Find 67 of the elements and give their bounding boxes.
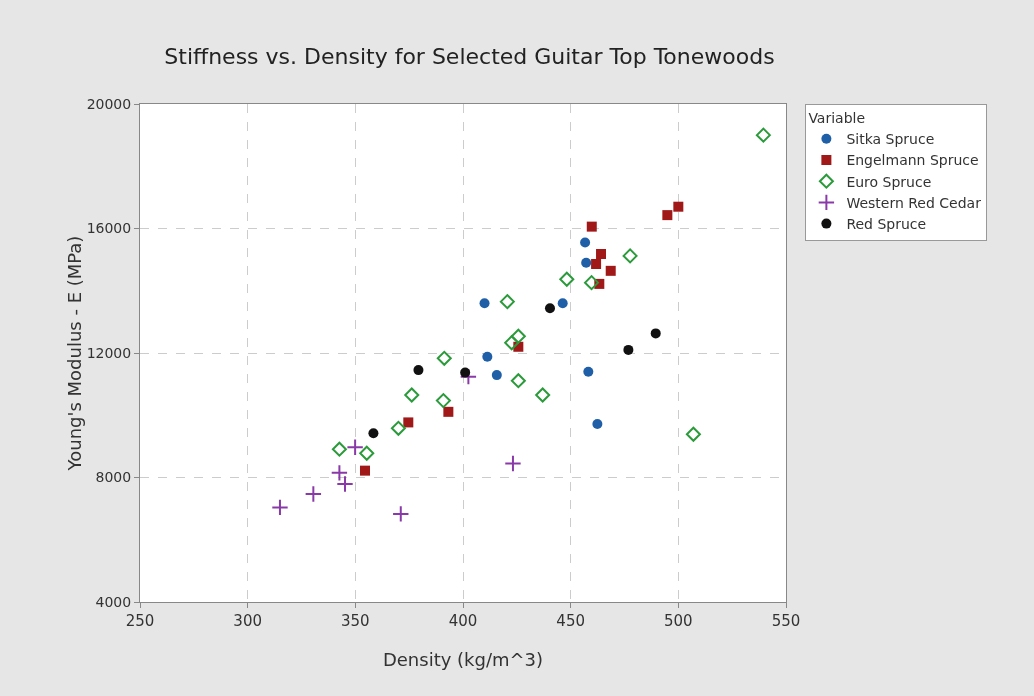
point — [581, 257, 592, 268]
y-tick-label: 12000 — [86, 344, 132, 361]
point — [336, 475, 354, 493]
point — [479, 298, 490, 309]
point — [650, 328, 661, 339]
point — [435, 393, 451, 409]
y-tick-label: 4000 — [95, 593, 132, 610]
point — [390, 420, 406, 436]
x-tick-label: 450 — [556, 612, 585, 630]
y-tick-label: 16000 — [86, 220, 132, 237]
point — [460, 367, 471, 378]
point — [605, 265, 616, 276]
point — [596, 249, 607, 260]
y-axis-title: Young's Modulus - E (MPa) — [63, 235, 85, 472]
point — [662, 210, 673, 221]
point — [368, 428, 379, 439]
legend-label: Red Spruce — [846, 216, 927, 233]
legend-label: Euro Spruce — [846, 173, 932, 190]
point — [584, 275, 600, 291]
y-tick-label: 20000 — [86, 95, 132, 112]
x-tick-label: 300 — [233, 612, 262, 630]
point — [331, 441, 347, 457]
point — [443, 406, 454, 417]
chart-title: Stiffness vs. Density for Selected Guitar Top Tonewoods — [164, 44, 775, 70]
point — [592, 418, 603, 429]
point — [271, 498, 289, 517]
point — [583, 366, 594, 377]
x-tick-label: 500 — [664, 612, 693, 630]
point — [510, 373, 526, 389]
point — [504, 335, 520, 351]
x-tick-label: 350 — [341, 612, 370, 630]
x-tick-label: 400 — [448, 612, 478, 630]
point — [499, 294, 515, 310]
point — [557, 298, 568, 309]
point — [673, 201, 684, 212]
point — [436, 350, 452, 366]
point — [403, 417, 414, 428]
point — [544, 303, 555, 314]
point — [559, 271, 575, 287]
point — [685, 426, 701, 442]
x-tick-label: 250 — [125, 612, 155, 630]
point — [591, 258, 602, 269]
point — [623, 344, 634, 355]
x-axis-title: Density (kg/m^3) — [382, 649, 544, 670]
point — [346, 438, 364, 457]
y-tick-label: 8000 — [95, 469, 132, 486]
legend-label: Engelmann Spruce — [846, 152, 979, 169]
point — [392, 505, 410, 523]
point — [404, 387, 420, 403]
point — [482, 351, 493, 362]
point — [755, 127, 771, 143]
legend-label: Sitka Spruce — [846, 131, 935, 148]
point — [304, 485, 323, 503]
point — [491, 370, 502, 381]
point — [586, 221, 597, 232]
point — [580, 237, 591, 248]
point — [622, 248, 638, 264]
legend-title: Variable — [808, 110, 866, 127]
point — [510, 328, 526, 344]
point — [413, 365, 424, 376]
point — [535, 387, 551, 403]
point — [360, 465, 371, 476]
point — [359, 445, 375, 461]
x-tick-label: 550 — [771, 612, 801, 630]
legend-label: Western Red Cedar — [846, 194, 982, 211]
point — [504, 454, 522, 473]
point — [330, 464, 349, 482]
